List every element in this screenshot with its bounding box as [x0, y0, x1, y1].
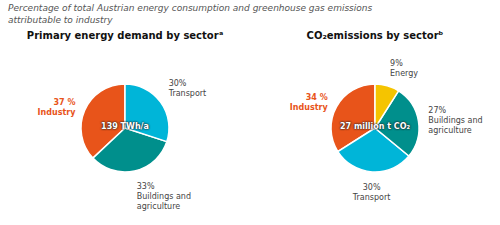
svg-text:30%Transport: 30%Transport	[168, 79, 207, 98]
svg-text:37 %Industry: 37 %Industry	[38, 98, 77, 117]
svg-text:27%Buildings andagriculture: 27%Buildings andagriculture	[428, 106, 482, 135]
html-text:Primary energy demand by secto: Primary energy demand by sectorᵃ	[26, 30, 224, 41]
svg-text:33%Buildings andagriculture: 33%Buildings andagriculture	[137, 182, 191, 211]
html-text:139 TWh/a: 139 TWh/a	[101, 122, 149, 131]
svg-text:9%Energy: 9%Energy	[390, 59, 418, 78]
html-text:Percentage of total Austrian e: Percentage of total Austrian energy cons…	[8, 3, 373, 13]
html-text:27 million t CO₂: 27 million t CO₂	[340, 122, 410, 131]
svg-text:34 %Industry: 34 %Industry	[290, 93, 329, 112]
html-text:attributable to industry: attributable to industry	[8, 15, 113, 25]
svg-text:30%Transport: 30%Transport	[352, 183, 391, 202]
html-text:CO₂emissions by sectorᵇ: CO₂emissions by sectorᵇ	[306, 30, 444, 41]
